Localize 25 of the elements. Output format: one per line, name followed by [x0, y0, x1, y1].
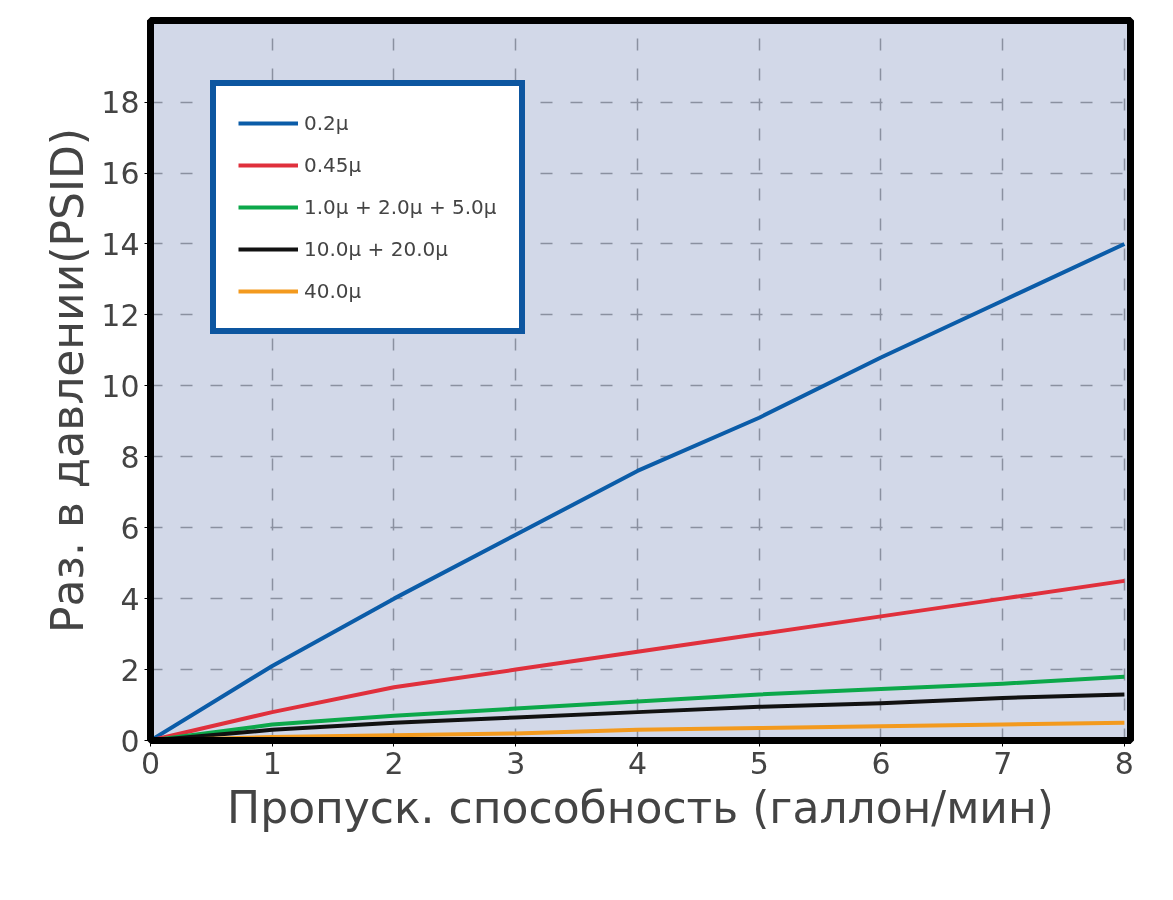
x-tick-label: 4	[627, 745, 648, 781]
x-tick-label: 6	[871, 745, 891, 781]
y-axis-title: Раз. в давлении(PSID)	[42, 128, 94, 633]
x-axis-title: Пропуск. способность (галлон/мин)	[227, 781, 1054, 833]
x-tick-label: 8	[1114, 745, 1134, 781]
y-tick-label: 14	[101, 226, 140, 262]
legend-label: 0.45μ	[304, 153, 362, 177]
legend-label: 40.0μ	[304, 279, 362, 303]
y-tick-label: 2	[120, 652, 140, 688]
y-tick-label: 8	[120, 439, 140, 475]
x-tick-label: 1	[262, 745, 282, 781]
x-tick-label: 2	[384, 745, 404, 781]
legend-label: 1.0μ + 2.0μ + 5.0μ	[304, 195, 497, 219]
x-tick-label: 7	[993, 745, 1013, 781]
legend-label: 0.2μ	[304, 111, 349, 135]
y-tick-label: 18	[101, 85, 140, 121]
y-tick-label: 12	[101, 297, 140, 333]
y-tick-label: 4	[120, 581, 140, 617]
x-tick-label: 3	[506, 745, 526, 781]
legend-label: 10.0μ + 20.0μ	[304, 237, 448, 261]
y-tick-label: 16	[101, 156, 140, 192]
y-tick-label: 0	[120, 723, 140, 759]
y-tick-label: 10	[101, 368, 140, 404]
x-tick-label: 5	[749, 745, 769, 781]
y-tick-label: 6	[120, 510, 140, 546]
